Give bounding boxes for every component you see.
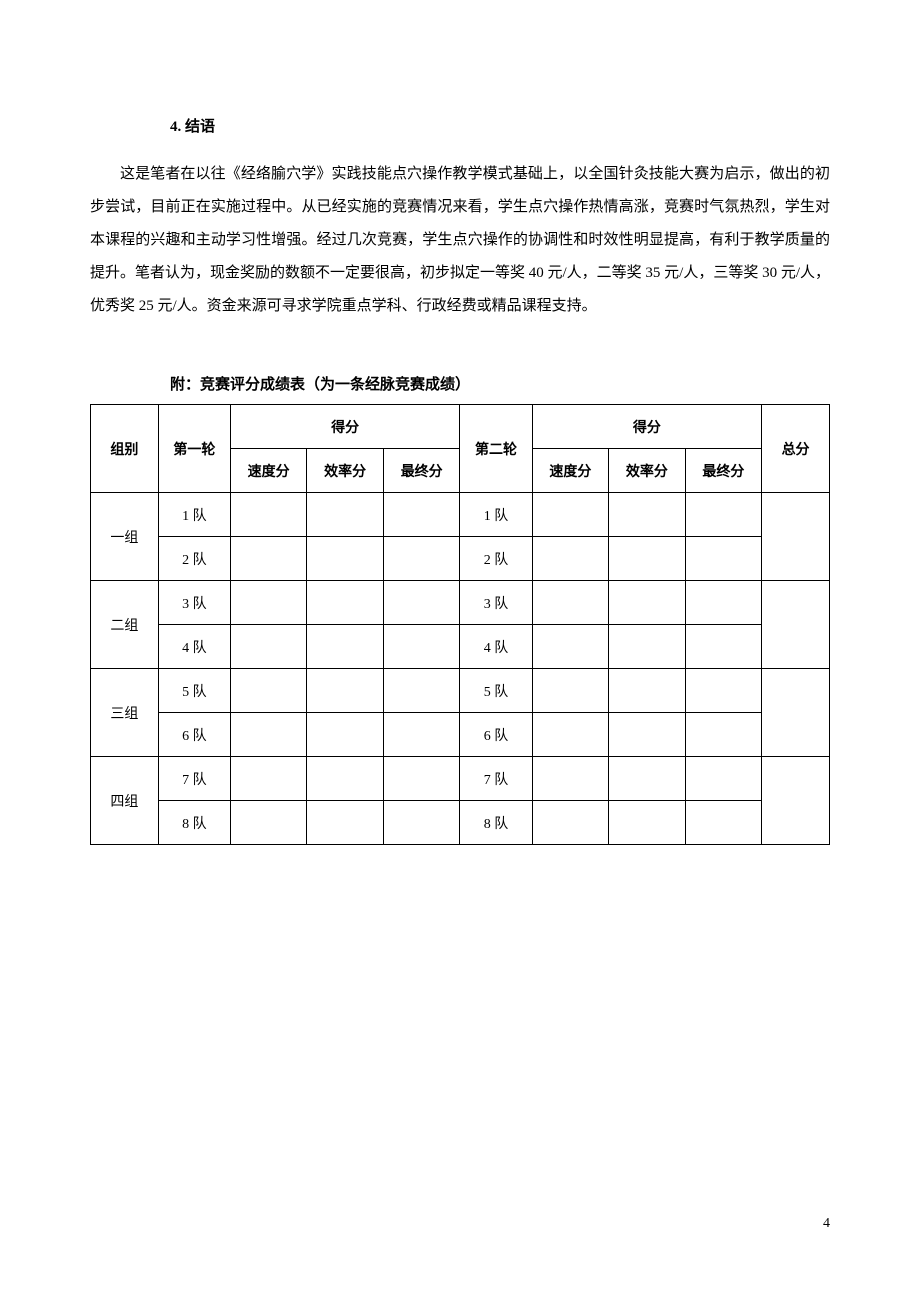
cell-empty <box>230 801 307 845</box>
cell-empty <box>532 669 609 713</box>
cell-empty <box>762 757 830 845</box>
section-heading: 4. 结语 <box>170 115 830 136</box>
team-name: 4 队 <box>460 625 532 669</box>
cell-empty <box>609 581 686 625</box>
team-name: 7 队 <box>460 757 532 801</box>
cell-empty <box>230 625 307 669</box>
table-row: 2 队 2 队 <box>91 537 830 581</box>
team-name: 3 队 <box>460 581 532 625</box>
cell-empty <box>532 801 609 845</box>
cell-empty <box>307 537 384 581</box>
cell-empty <box>685 625 762 669</box>
cell-empty <box>762 581 830 669</box>
header-efficiency-2: 效率分 <box>609 449 686 493</box>
page-content: 4. 结语 这是笔者在以往《经络腧穴学》实践技能点穴操作教学模式基础上，以全国针… <box>0 0 920 845</box>
cell-empty <box>230 537 307 581</box>
cell-empty <box>383 537 460 581</box>
cell-empty <box>230 757 307 801</box>
table-row: 一组 1 队 1 队 <box>91 493 830 537</box>
cell-empty <box>230 713 307 757</box>
cell-empty <box>609 493 686 537</box>
header-final-1: 最终分 <box>383 449 460 493</box>
cell-empty <box>307 669 384 713</box>
team-name: 1 队 <box>460 493 532 537</box>
group-name: 二组 <box>91 581 159 669</box>
cell-empty <box>307 801 384 845</box>
header-score-2: 得分 <box>532 405 762 449</box>
cell-empty <box>383 713 460 757</box>
cell-empty <box>532 713 609 757</box>
header-speed-2: 速度分 <box>532 449 609 493</box>
group-name: 一组 <box>91 493 159 581</box>
cell-empty <box>383 581 460 625</box>
team-name: 5 队 <box>158 669 230 713</box>
team-name: 2 队 <box>460 537 532 581</box>
cell-empty <box>307 757 384 801</box>
cell-empty <box>685 493 762 537</box>
cell-empty <box>383 801 460 845</box>
table-row: 三组 5 队 5 队 <box>91 669 830 713</box>
header-total: 总分 <box>762 405 830 493</box>
cell-empty <box>230 493 307 537</box>
page-number: 4 <box>823 1216 830 1232</box>
cell-empty <box>307 713 384 757</box>
table-row: 4 队 4 队 <box>91 625 830 669</box>
cell-empty <box>307 581 384 625</box>
header-round1: 第一轮 <box>158 405 230 493</box>
cell-empty <box>532 625 609 669</box>
section-paragraph: 这是笔者在以往《经络腧穴学》实践技能点穴操作教学模式基础上，以全国针灸技能大赛为… <box>90 158 830 323</box>
team-name: 3 队 <box>158 581 230 625</box>
team-name: 5 队 <box>460 669 532 713</box>
cell-empty <box>307 625 384 669</box>
cell-empty <box>532 581 609 625</box>
table-row: 6 队 6 队 <box>91 713 830 757</box>
cell-empty <box>609 537 686 581</box>
cell-empty <box>685 537 762 581</box>
cell-empty <box>685 581 762 625</box>
cell-empty <box>685 669 762 713</box>
score-table: 组别 第一轮 得分 第二轮 得分 总分 速度分 效率分 最终分 速度分 效率分 … <box>90 404 830 845</box>
cell-empty <box>685 713 762 757</box>
cell-empty <box>609 625 686 669</box>
group-name: 三组 <box>91 669 159 757</box>
cell-empty <box>383 757 460 801</box>
team-name: 6 队 <box>460 713 532 757</box>
cell-empty <box>609 669 686 713</box>
group-name: 四组 <box>91 757 159 845</box>
cell-empty <box>609 713 686 757</box>
cell-empty <box>383 493 460 537</box>
cell-empty <box>532 537 609 581</box>
table-row: 8 队 8 队 <box>91 801 830 845</box>
team-name: 8 队 <box>158 801 230 845</box>
team-name: 2 队 <box>158 537 230 581</box>
header-group: 组别 <box>91 405 159 493</box>
table-caption: 附：竞赛评分成绩表（为一条经脉竞赛成绩） <box>170 373 830 394</box>
team-name: 1 队 <box>158 493 230 537</box>
cell-empty <box>230 581 307 625</box>
cell-empty <box>307 493 384 537</box>
table-row: 二组 3 队 3 队 <box>91 581 830 625</box>
table-row: 四组 7 队 7 队 <box>91 757 830 801</box>
header-round2: 第二轮 <box>460 405 532 493</box>
header-score-1: 得分 <box>230 405 460 449</box>
team-name: 4 队 <box>158 625 230 669</box>
cell-empty <box>762 669 830 757</box>
team-name: 6 队 <box>158 713 230 757</box>
cell-empty <box>762 493 830 581</box>
cell-empty <box>532 493 609 537</box>
cell-empty <box>609 801 686 845</box>
cell-empty <box>609 757 686 801</box>
cell-empty <box>383 625 460 669</box>
team-name: 8 队 <box>460 801 532 845</box>
header-efficiency-1: 效率分 <box>307 449 384 493</box>
header-final-2: 最终分 <box>685 449 762 493</box>
cell-empty <box>383 669 460 713</box>
team-name: 7 队 <box>158 757 230 801</box>
cell-empty <box>685 801 762 845</box>
cell-empty <box>230 669 307 713</box>
cell-empty <box>685 757 762 801</box>
header-speed-1: 速度分 <box>230 449 307 493</box>
table-header-row-1: 组别 第一轮 得分 第二轮 得分 总分 <box>91 405 830 449</box>
cell-empty <box>532 757 609 801</box>
